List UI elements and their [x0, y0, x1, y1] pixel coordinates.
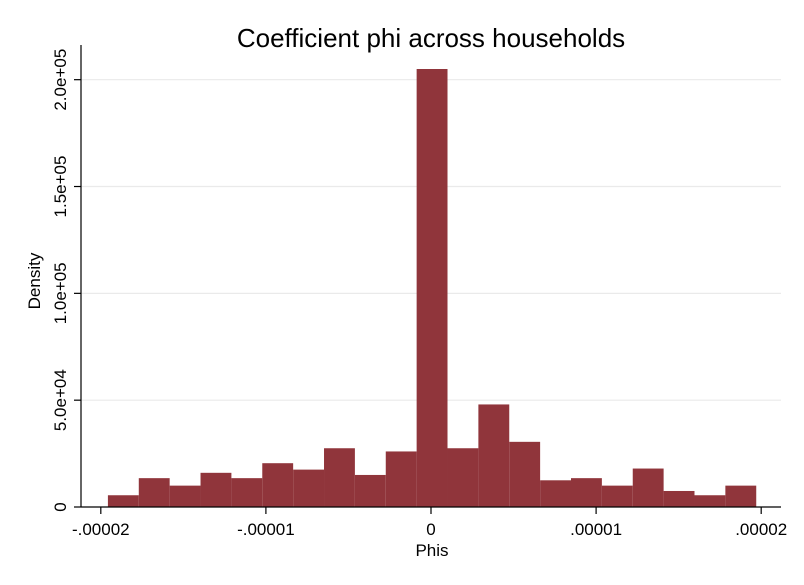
histogram-bar — [107, 495, 139, 507]
histogram-bar — [478, 404, 510, 507]
y-axis-label: Density — [25, 252, 44, 309]
histogram-bar — [385, 451, 417, 507]
histogram-bar — [293, 469, 325, 507]
y-tick-label: 1.5e+05 — [51, 156, 70, 218]
x-tick-label: .00002 — [735, 520, 787, 539]
y-tick-label: 1.0e+05 — [51, 262, 70, 324]
chart-title: Coefficient phi across households — [237, 23, 625, 53]
histogram-bar — [694, 495, 726, 507]
histogram-bar — [571, 478, 602, 507]
histogram-bar — [601, 485, 633, 507]
histogram-bar — [169, 485, 201, 507]
histogram-bar — [324, 448, 355, 507]
histogram-bar — [354, 474, 386, 507]
x-tick-label: -.00001 — [237, 520, 295, 539]
histogram-bar — [262, 463, 294, 507]
histogram-bar — [447, 448, 479, 507]
histogram-bar — [138, 478, 170, 507]
x-tick-label: -.00002 — [72, 520, 130, 539]
y-tick-label: 5.0e+04 — [51, 369, 70, 431]
x-axis-ticks: -.00002 -.00001 0 .00001 .00002 — [72, 507, 787, 539]
histogram-bar — [663, 490, 695, 507]
y-tick-label: 2.0e+05 — [51, 49, 70, 111]
y-tick-label: 0 — [51, 502, 70, 511]
histogram-bar — [231, 478, 263, 507]
histogram-bars — [107, 69, 757, 507]
y-axis-ticks: 0 5.0e+04 1.0e+05 1.5e+05 2.0e+05 — [51, 49, 81, 512]
histogram-bar — [200, 472, 232, 507]
histogram-bar — [540, 480, 571, 507]
histogram-bar — [725, 485, 757, 507]
histogram-bar — [632, 468, 664, 507]
histogram-bar — [416, 69, 448, 507]
x-tick-label: .00001 — [570, 520, 622, 539]
x-axis-label: Phis — [415, 541, 448, 560]
x-tick-label: 0 — [426, 520, 435, 539]
histogram-bar — [509, 441, 541, 507]
